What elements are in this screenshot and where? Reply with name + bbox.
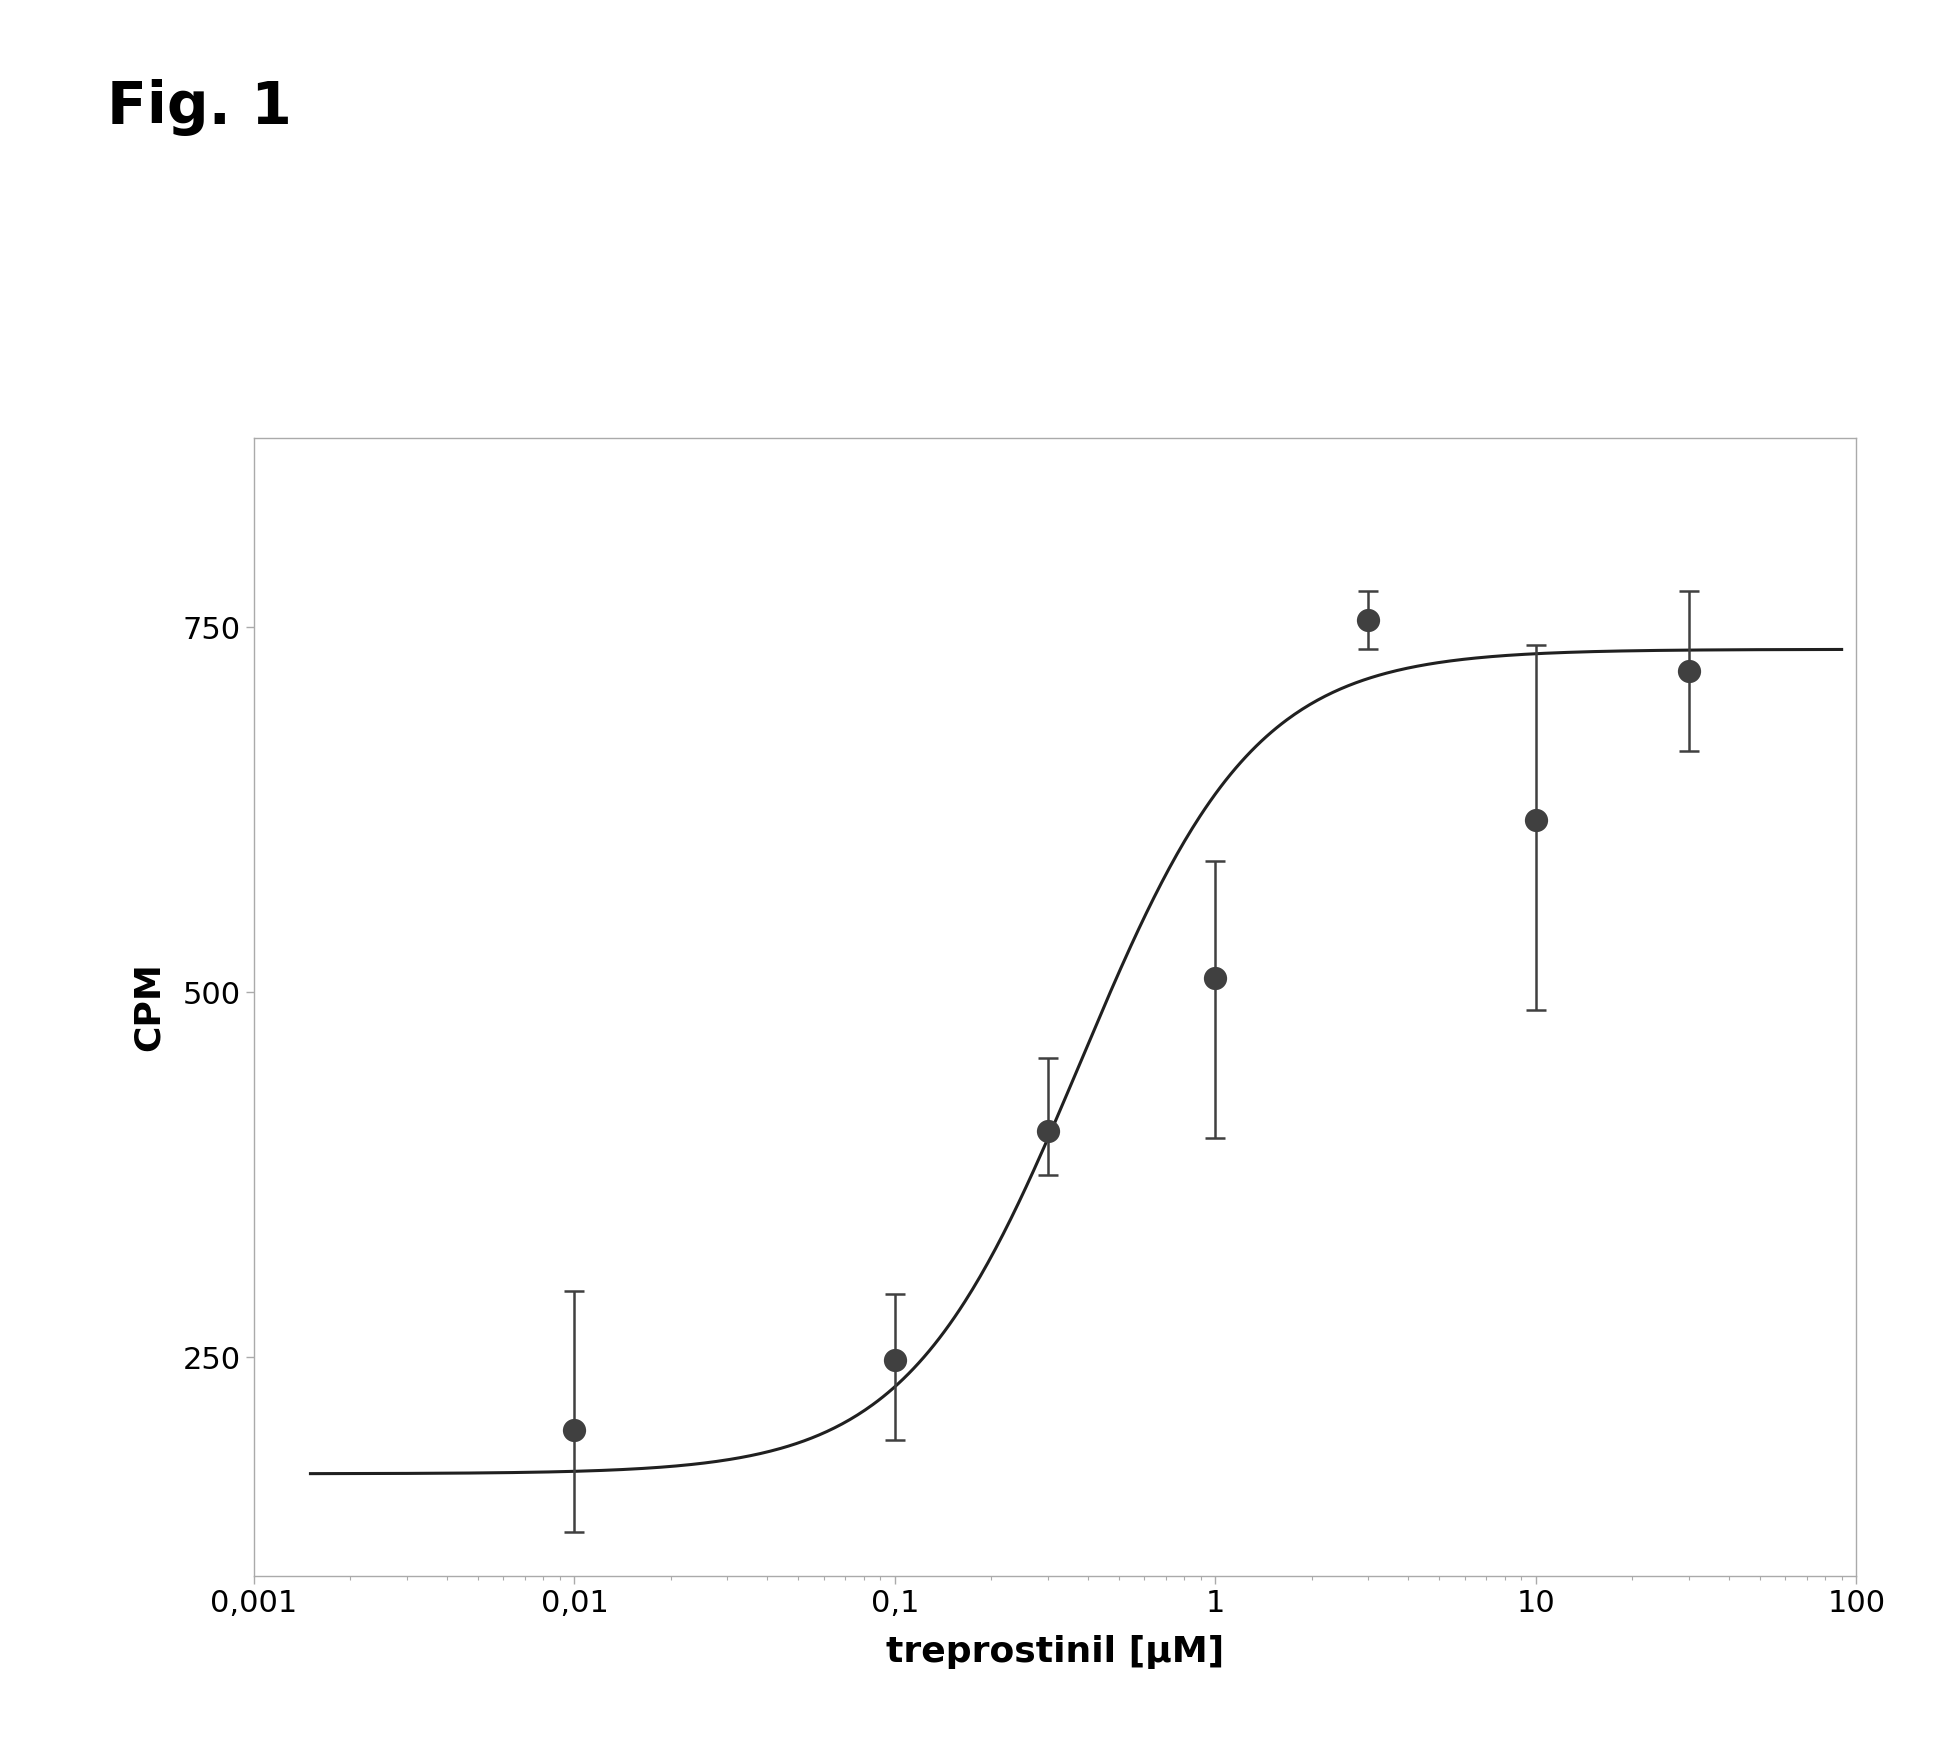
Text: Fig. 1: Fig. 1 [107, 79, 293, 137]
Point [1352, 606, 1383, 634]
Y-axis label: CPM: CPM [133, 963, 166, 1051]
Point [1200, 963, 1231, 991]
Point [559, 1417, 590, 1445]
Point [879, 1347, 911, 1375]
Point [1032, 1117, 1063, 1145]
Point [1673, 657, 1704, 685]
Point [1520, 805, 1551, 833]
X-axis label: treprostinil [μM]: treprostinil [μM] [885, 1635, 1225, 1669]
